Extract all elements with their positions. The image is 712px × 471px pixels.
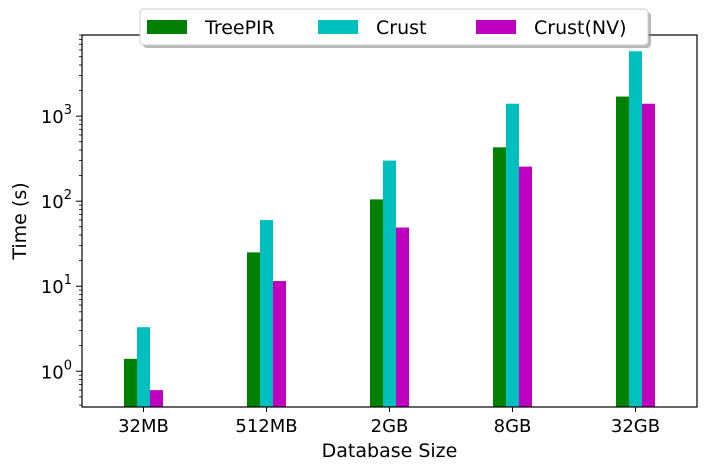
legend-label: Crust — [376, 17, 426, 39]
bar-crust-nv--8gb — [519, 166, 532, 407]
bar-crust-nv--2gb — [396, 227, 409, 407]
legend-label: Crust(NV) — [534, 17, 627, 39]
legend: TreePIR Crust Crust(NV) — [139, 8, 651, 48]
bar-treepir-512mb — [247, 252, 260, 407]
bar-crust-nv--32mb — [150, 390, 163, 407]
bar-treepir-32gb — [616, 96, 629, 407]
y-tick-label: 101 — [41, 273, 72, 298]
legend-box — [139, 8, 649, 46]
x-tick-label: 8GB — [494, 416, 532, 437]
legend-swatch-treepir — [147, 20, 187, 34]
bar-crust-nv--32gb — [642, 103, 655, 408]
x-tick-label: 2GB — [371, 416, 409, 437]
legend-swatch-crust-nv- — [476, 20, 516, 34]
x-tick-label: 32MB — [118, 416, 169, 437]
axes-layer: 32MB 512MB 2GB 8GB 32GB 100 101 102 103 — [41, 34, 698, 437]
y-axis-label: Time (s) — [9, 182, 31, 260]
bar-crust-32gb — [629, 51, 642, 408]
bar-treepir-32mb — [124, 358, 137, 407]
bar-crust-32mb — [137, 327, 150, 407]
bar-crust-512mb — [260, 220, 273, 407]
x-tick-label: 32GB — [611, 416, 660, 437]
bars-layer — [124, 51, 655, 408]
y-tick-label: 102 — [41, 188, 72, 213]
y-tick-label: 103 — [41, 103, 72, 128]
bar-crust-nv--512mb — [273, 281, 286, 407]
bar-treepir-2gb — [370, 199, 383, 407]
bar-treepir-8gb — [493, 147, 506, 407]
legend-label: TreePIR — [204, 17, 275, 39]
legend-swatch-crust — [318, 20, 358, 34]
x-axis-label: Database Size — [322, 440, 458, 462]
bar-crust-8gb — [506, 103, 519, 408]
x-tick-label: 512MB — [235, 416, 297, 437]
bar-crust-2gb — [383, 160, 396, 407]
y-tick-label: 100 — [41, 358, 72, 383]
